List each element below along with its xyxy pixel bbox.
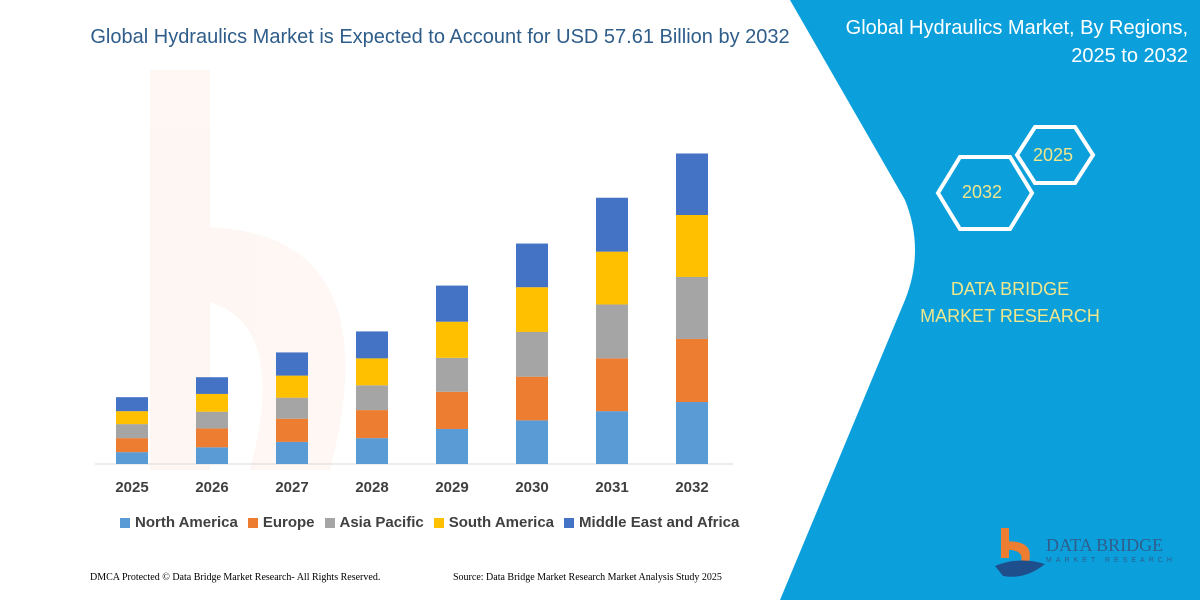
bar-segment-2031-south-america (596, 251, 628, 305)
legend-label: South America (448, 514, 555, 531)
bar-segment-2030-asia-pacific (516, 331, 548, 377)
bar-segment-2026-europe (196, 428, 228, 448)
bar-segment-2031-europe (596, 358, 628, 412)
bar-segment-2028-europe (356, 410, 388, 439)
legend-swatch (433, 517, 444, 528)
bar-segment-2030-south-america (516, 287, 548, 332)
bar-segment-2029-middle-east-and-africa (436, 285, 468, 322)
hex-label-2025: 2025 (1033, 145, 1074, 165)
bar-segment-2029-europe (436, 391, 468, 429)
bar-segment-2027-asia-pacific (276, 397, 308, 419)
hexagon-2025 (1014, 125, 1096, 185)
bar-segment-2026-north-america (196, 447, 228, 464)
bar-segment-2032-asia-pacific (676, 276, 708, 339)
bar-segment-2029-south-america (436, 321, 468, 358)
bar-segment-2027-middle-east-and-africa (276, 352, 308, 376)
bar-segment-2028-north-america (356, 438, 388, 464)
bar-segment-2025-south-america (116, 411, 148, 425)
bar-segment-2031-asia-pacific (596, 304, 628, 359)
legend-item: North America (120, 514, 238, 531)
hexagon-2032 (935, 155, 1035, 231)
legend-swatch (564, 517, 575, 528)
legend-item: Europe (247, 514, 315, 531)
bar-segment-2026-middle-east-and-africa (196, 377, 228, 394)
data-bridge-logo-icon (995, 528, 1045, 577)
legend-item: Middle East and Africa (564, 514, 739, 531)
bar-segment-2031-middle-east-and-africa (596, 197, 628, 252)
side-panel (780, 0, 1200, 600)
logo-subtext: MARKET RESEARCH (1046, 557, 1176, 564)
logo-text: DATA BRIDGE (1046, 535, 1164, 555)
watermark-logo (150, 70, 346, 470)
bar-segment-2026-south-america (196, 393, 228, 412)
footer-source: Source: Data Bridge Market Research Mark… (453, 572, 722, 583)
x-tick-label: 2031 (595, 479, 629, 496)
legend-item: Asia Pacific (324, 514, 424, 531)
x-tick-label: 2028 (355, 479, 389, 496)
legend: North America Europe Asia Pacific South Ame… (120, 514, 739, 531)
bar-segment-2030-europe (516, 376, 548, 421)
bars (116, 153, 708, 464)
legend-label: North America (135, 514, 238, 531)
bar-segment-2028-asia-pacific (356, 385, 388, 411)
legend-label: Middle East and Africa (579, 514, 740, 531)
x-tick-label: 2027 (275, 479, 309, 496)
bar-segment-2030-north-america (516, 420, 548, 464)
legend-swatch (247, 517, 258, 528)
bar-segment-2027-south-america (276, 375, 308, 398)
legend-swatch (120, 517, 130, 528)
bar-segment-2029-north-america (436, 428, 468, 464)
bar-segment-2029-asia-pacific (436, 357, 468, 392)
x-tick-label: 2026 (195, 479, 229, 496)
bar-segment-2026-asia-pacific (196, 411, 228, 429)
bar-segment-2027-europe (276, 418, 308, 442)
bar-segment-2028-middle-east-and-africa (356, 331, 388, 359)
bar-segment-2032-south-america (676, 214, 708, 277)
x-tick-label: 2025 (115, 479, 149, 496)
bar-segment-2027-north-america (276, 441, 308, 464)
bar-segment-2028-south-america (356, 358, 388, 386)
x-tick-label: 2030 (515, 479, 549, 496)
legend-label: Asia Pacific (339, 514, 424, 531)
legend-item: South America (433, 514, 555, 531)
bar-segment-2025-middle-east-and-africa (116, 397, 148, 412)
legend-swatch (324, 517, 335, 528)
chart-title: Global Hydraulics Market is Expected to … (90, 26, 790, 48)
footer-copyright: DMCA Protected © Data Bridge Market Rese… (90, 572, 381, 583)
brand-text: DATA BRIDGE MARKET RESEARCH (920, 279, 1100, 326)
x-tick-label: 2032 (675, 479, 709, 496)
bar-segment-2030-middle-east-and-africa (516, 243, 548, 288)
hex-label-2032: 2032 (962, 182, 1003, 202)
side-panel-title: Global Hydraulics Market, By Regions, 20… (845, 17, 1188, 67)
bar-segment-2031-north-america (596, 411, 628, 464)
bar-segment-2032-europe (676, 338, 708, 403)
bar-segment-2032-middle-east-and-africa (676, 153, 708, 215)
bar-segment-2025-europe (116, 438, 148, 453)
x-tick-label: 2029 (435, 479, 469, 496)
legend-label: Europe (262, 514, 315, 531)
bar-segment-2032-north-america (676, 402, 708, 464)
bar-segment-2025-asia-pacific (116, 424, 148, 439)
bar-segment-2025-north-america (116, 452, 148, 464)
